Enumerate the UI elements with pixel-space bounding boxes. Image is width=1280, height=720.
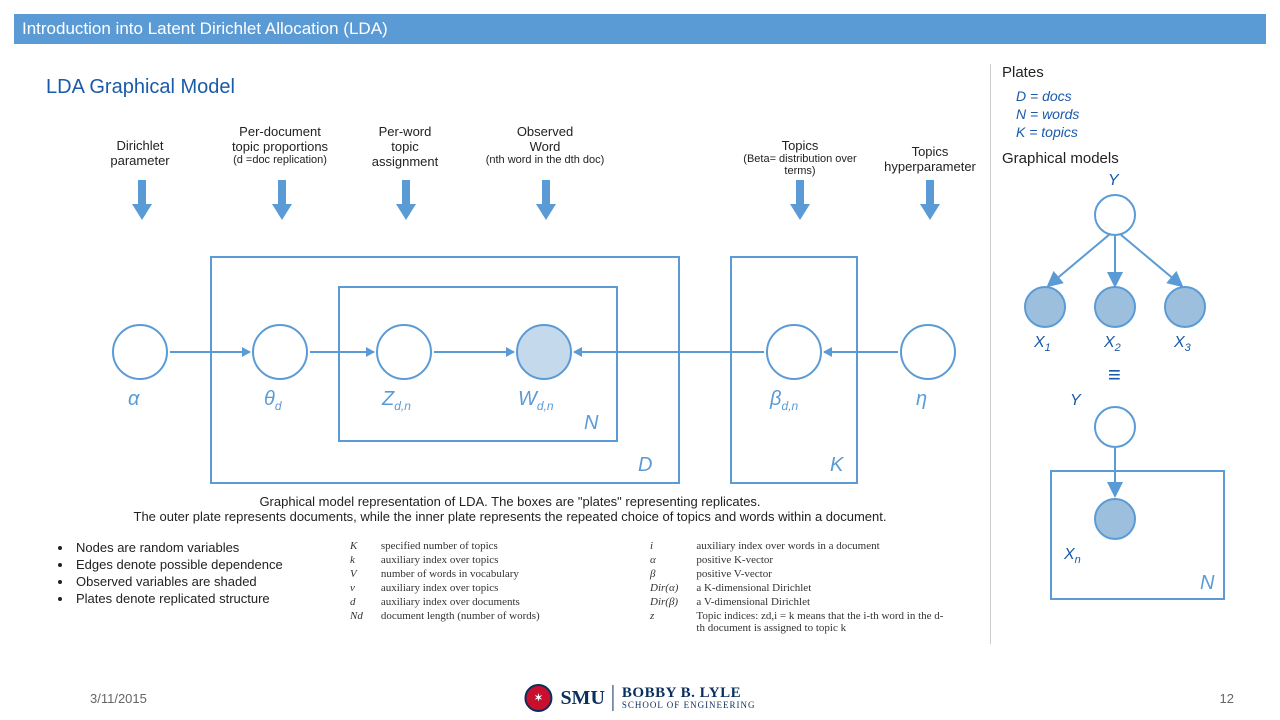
down-arrow-icon bbox=[920, 180, 940, 225]
annot-z: Per-wordtopicassignment bbox=[355, 124, 455, 169]
sidebar-plates-h: Plates bbox=[1002, 64, 1044, 81]
node-w bbox=[516, 324, 572, 380]
annot-theta: Per-documenttopic proportions(d =doc rep… bbox=[210, 124, 350, 166]
down-arrow-icon bbox=[790, 180, 810, 225]
gm-node-Y2 bbox=[1094, 406, 1136, 448]
gm-node-X2 bbox=[1094, 286, 1136, 328]
down-arrow-icon bbox=[272, 180, 292, 225]
edge-z-w bbox=[434, 351, 514, 353]
gm-Y2-label: Y bbox=[1070, 392, 1081, 410]
node-beta bbox=[766, 324, 822, 380]
node-beta-label: βd,n bbox=[770, 388, 798, 413]
node-eta bbox=[900, 324, 956, 380]
node-w-label: Wd,n bbox=[518, 388, 554, 413]
gm-Xn-label: Xn bbox=[1064, 546, 1081, 566]
subtitle: LDA Graphical Model bbox=[46, 76, 235, 99]
bullet-item: Plates denote replicated structure bbox=[58, 591, 283, 606]
logo-name: SMU bbox=[560, 687, 604, 710]
down-arrow-icon bbox=[396, 180, 416, 225]
smu-badge-icon: ✶ bbox=[524, 684, 552, 712]
bullets-list: Nodes are random variables Edges denote … bbox=[58, 540, 283, 608]
description: Graphical model representation of LDA. T… bbox=[60, 494, 960, 524]
sidebar-divider bbox=[990, 64, 991, 644]
plate-D-label: D bbox=[638, 454, 652, 477]
plate-N-label: N bbox=[584, 412, 598, 435]
title-text: Introduction into Latent Dirichlet Alloc… bbox=[22, 19, 388, 39]
down-arrow-icon bbox=[536, 180, 556, 225]
node-z bbox=[376, 324, 432, 380]
edge-eta-beta bbox=[824, 351, 898, 353]
title-bar: Introduction into Latent Dirichlet Alloc… bbox=[14, 14, 1266, 44]
node-alpha bbox=[112, 324, 168, 380]
logo-text: BOBBY B. LYLE SCHOOL OF ENGINEERING bbox=[613, 685, 756, 711]
gm-plate-N bbox=[1050, 470, 1225, 600]
gm-plate-N-label: N bbox=[1200, 572, 1214, 595]
node-alpha-label: α bbox=[128, 388, 139, 411]
bullet-item: Nodes are random variables bbox=[58, 540, 283, 555]
node-z-label: Zd,n bbox=[382, 388, 411, 413]
gm-node-Xn bbox=[1094, 498, 1136, 540]
annot-eta: Topicshyperparameter bbox=[870, 144, 990, 174]
node-theta-label: θd bbox=[264, 388, 282, 413]
annot-beta: Topics(Beta= distribution over terms) bbox=[735, 138, 865, 177]
edge-theta-z bbox=[310, 351, 374, 353]
sidebar-plate-item: D = docs bbox=[1016, 88, 1072, 104]
sidebar-gm-h: Graphical models bbox=[1002, 150, 1119, 167]
annot-w: ObservedWord(nth word in the dth doc) bbox=[475, 124, 615, 166]
gm-X3-label: X3 bbox=[1174, 334, 1191, 354]
bullet-item: Observed variables are shaded bbox=[58, 574, 283, 589]
node-eta-label: η bbox=[916, 388, 927, 411]
gm-Y-label: Y bbox=[1108, 172, 1119, 190]
annot-alpha: Dirichletparameter bbox=[80, 138, 200, 168]
sidebar-plate-item: N = words bbox=[1016, 106, 1079, 122]
gm-X2-label: X2 bbox=[1104, 334, 1121, 354]
node-theta bbox=[252, 324, 308, 380]
footer-logo: ✶ SMU BOBBY B. LYLE SCHOOL OF ENGINEERIN… bbox=[524, 684, 755, 712]
symbols-left: Kspecified number of topics kauxiliary i… bbox=[340, 538, 550, 624]
symbols-right: iauxiliary index over words in a documen… bbox=[640, 538, 960, 636]
gm-node-X3 bbox=[1164, 286, 1206, 328]
footer-date: 3/11/2015 bbox=[90, 691, 147, 706]
gm-node-X1 bbox=[1024, 286, 1066, 328]
bullet-item: Edges denote possible dependence bbox=[58, 557, 283, 572]
plate-K-label: K bbox=[830, 454, 843, 477]
edge-alpha-theta bbox=[170, 351, 250, 353]
equiv-symbol: ≡ bbox=[1108, 362, 1121, 388]
edge-beta-w bbox=[574, 351, 764, 353]
sidebar-plate-item: K = topics bbox=[1016, 124, 1078, 140]
down-arrow-icon bbox=[132, 180, 152, 225]
gm-X1-label: X1 bbox=[1034, 334, 1051, 354]
footer-page: 12 bbox=[1220, 691, 1234, 706]
